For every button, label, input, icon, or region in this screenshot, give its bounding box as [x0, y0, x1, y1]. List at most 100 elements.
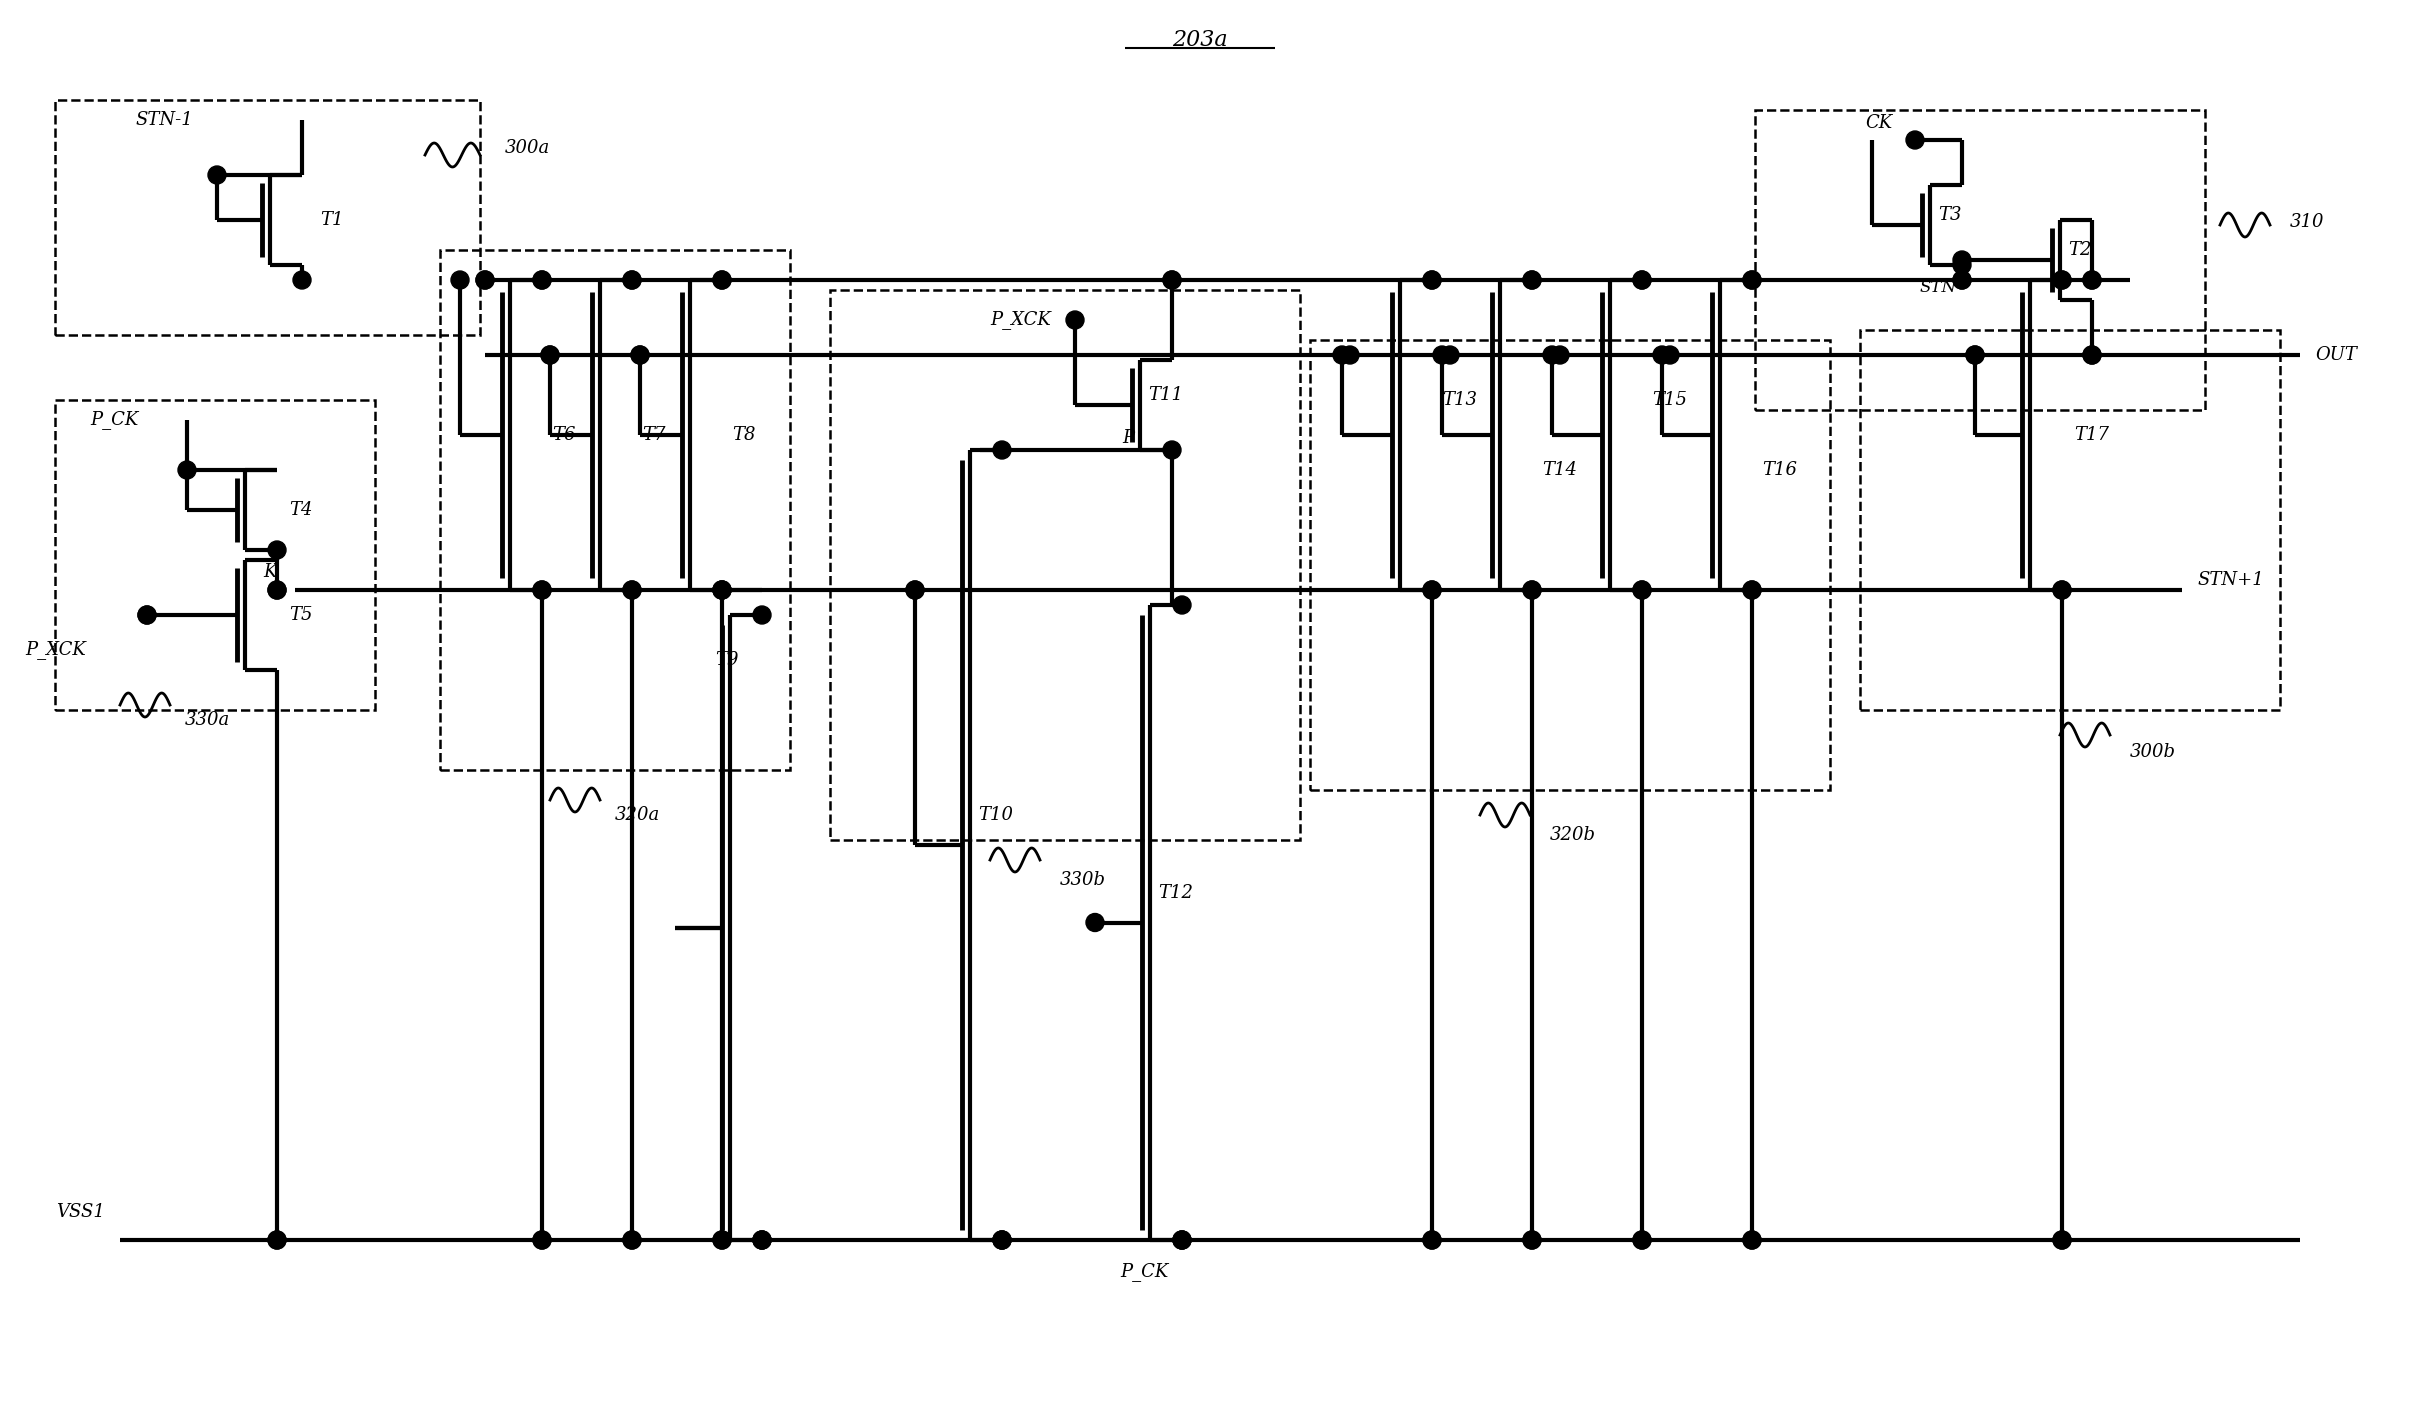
Circle shape	[752, 606, 771, 623]
Circle shape	[623, 271, 640, 290]
Circle shape	[207, 166, 226, 185]
Circle shape	[1173, 1231, 1192, 1250]
Text: T6: T6	[552, 426, 577, 444]
Circle shape	[713, 271, 730, 290]
Circle shape	[1433, 346, 1450, 364]
Circle shape	[292, 271, 311, 290]
Circle shape	[1163, 271, 1180, 290]
Text: 320a: 320a	[616, 807, 659, 824]
Text: T12: T12	[1158, 883, 1192, 902]
Text: STN+1: STN+1	[2197, 571, 2263, 589]
Circle shape	[533, 1231, 550, 1250]
Circle shape	[533, 581, 550, 599]
Bar	[56, 99, 479, 335]
Circle shape	[1523, 1231, 1540, 1250]
Circle shape	[623, 271, 640, 290]
Circle shape	[1423, 581, 1440, 599]
Circle shape	[1742, 271, 1761, 290]
Circle shape	[1523, 271, 1540, 290]
Circle shape	[1954, 271, 1971, 290]
Circle shape	[1633, 581, 1652, 599]
Circle shape	[178, 462, 197, 479]
Text: VSS1: VSS1	[56, 1203, 105, 1221]
Text: T5: T5	[290, 606, 311, 623]
Circle shape	[139, 606, 156, 623]
Text: 320b: 320b	[1550, 826, 1596, 843]
Text: 300a: 300a	[506, 139, 550, 158]
Circle shape	[905, 581, 925, 599]
Text: P: P	[1122, 429, 1134, 447]
Circle shape	[905, 581, 925, 599]
Circle shape	[477, 271, 494, 290]
Bar	[830, 290, 1299, 841]
Circle shape	[1440, 346, 1460, 364]
Bar	[56, 400, 375, 710]
Circle shape	[2083, 271, 2102, 290]
Text: 310: 310	[2289, 213, 2324, 231]
Circle shape	[1423, 1231, 1440, 1250]
Circle shape	[623, 1231, 640, 1250]
Circle shape	[1652, 346, 1671, 364]
Circle shape	[1633, 271, 1652, 290]
Text: T10: T10	[978, 807, 1012, 824]
Circle shape	[1633, 1231, 1652, 1250]
Circle shape	[713, 1231, 730, 1250]
Text: STN-1: STN-1	[134, 111, 192, 129]
Circle shape	[139, 606, 156, 623]
Circle shape	[713, 271, 730, 290]
Circle shape	[1905, 131, 1925, 149]
Circle shape	[1966, 346, 1983, 364]
Circle shape	[623, 1231, 640, 1250]
Text: T8: T8	[732, 426, 757, 444]
Circle shape	[450, 271, 470, 290]
Circle shape	[2083, 346, 2102, 364]
Circle shape	[1173, 596, 1192, 613]
Circle shape	[752, 1231, 771, 1250]
Text: T2: T2	[2068, 241, 2092, 258]
Text: T3: T3	[1939, 206, 1961, 224]
Circle shape	[1550, 346, 1569, 364]
Text: P_CK: P_CK	[1119, 1262, 1168, 1281]
Circle shape	[1423, 271, 1440, 290]
Text: 300b: 300b	[2129, 743, 2175, 761]
Circle shape	[533, 581, 550, 599]
Text: 330a: 330a	[185, 711, 231, 728]
Circle shape	[1954, 251, 1971, 268]
Circle shape	[993, 442, 1012, 459]
Text: T17: T17	[2073, 426, 2109, 444]
Bar	[1859, 329, 2280, 710]
Circle shape	[993, 1231, 1012, 1250]
Text: 203a: 203a	[1173, 28, 1229, 51]
Circle shape	[268, 1231, 287, 1250]
Text: Q: Q	[453, 271, 467, 290]
Circle shape	[268, 581, 287, 599]
Circle shape	[1633, 271, 1652, 290]
Circle shape	[1163, 271, 1180, 290]
Circle shape	[268, 541, 287, 559]
Circle shape	[477, 271, 494, 290]
Circle shape	[630, 346, 650, 364]
Bar	[1754, 109, 2204, 410]
Circle shape	[623, 581, 640, 599]
Bar	[440, 250, 791, 770]
Circle shape	[752, 1231, 771, 1250]
Text: T1: T1	[321, 212, 343, 229]
Circle shape	[1423, 271, 1440, 290]
Circle shape	[1333, 346, 1350, 364]
Circle shape	[1742, 271, 1761, 290]
Text: P_CK: P_CK	[90, 410, 139, 429]
Circle shape	[993, 1231, 1012, 1250]
Circle shape	[1173, 1231, 1192, 1250]
Circle shape	[1742, 581, 1761, 599]
Circle shape	[268, 1231, 287, 1250]
Text: T15: T15	[1652, 391, 1686, 409]
Circle shape	[1341, 346, 1360, 364]
Text: T16: T16	[1761, 462, 1798, 479]
Circle shape	[713, 581, 730, 599]
Circle shape	[2053, 581, 2070, 599]
Circle shape	[713, 1231, 730, 1250]
Circle shape	[268, 581, 287, 599]
Circle shape	[1423, 1231, 1440, 1250]
Text: T11: T11	[1148, 386, 1182, 405]
Text: T14: T14	[1543, 462, 1577, 479]
